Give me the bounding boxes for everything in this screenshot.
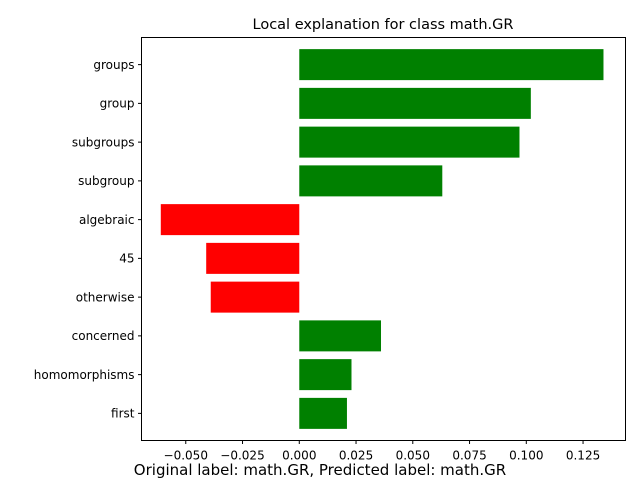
x-tick-label: 0.025 <box>339 449 373 463</box>
y-tick-label: concerned <box>72 329 135 343</box>
y-tick-label: first <box>111 407 135 421</box>
x-tick-label: 0.000 <box>282 449 316 463</box>
y-axis-ticks: groups group subgroups subgroup algebraic 45 o… <box>34 58 142 421</box>
bar-45 <box>206 242 300 274</box>
bar-concerned <box>299 320 382 352</box>
x-tick-label: −0.050 <box>164 449 208 463</box>
plot-frame <box>141 37 626 441</box>
chart-caption: Original label: math.GR, Predicted label… <box>134 461 506 479</box>
bar-otherwise <box>210 281 300 313</box>
y-tick-label: 45 <box>119 252 134 266</box>
x-tick-label: 0.100 <box>509 449 543 463</box>
bar-subgroup <box>299 165 443 197</box>
x-tick-label: 0.050 <box>396 449 430 463</box>
bar-subgroups <box>299 126 520 158</box>
y-tick-label: groups <box>93 58 134 72</box>
y-tick-label: subgroups <box>72 135 135 149</box>
bar-homomorphisms <box>299 359 352 391</box>
chart-title: Local explanation for class math.GR <box>253 17 514 33</box>
bar-algebraic <box>160 204 300 236</box>
y-tick-label: algebraic <box>79 213 135 227</box>
x-tick-label: 0.075 <box>452 449 486 463</box>
x-tick-label: 0.125 <box>566 449 600 463</box>
x-tick-label: −0.025 <box>220 449 264 463</box>
y-tick-label: otherwise <box>76 290 135 304</box>
bars-group <box>160 49 604 429</box>
bar-first <box>299 397 347 429</box>
y-tick-label: subgroup <box>78 174 134 188</box>
y-tick-label: group <box>100 97 135 111</box>
bar-group <box>299 87 531 119</box>
y-tick-label: homomorphisms <box>34 368 135 382</box>
x-axis-ticks: −0.050 −0.025 0.000 0.025 0.050 0.075 0.100 0.1… <box>164 440 600 463</box>
bar-groups <box>299 49 604 81</box>
